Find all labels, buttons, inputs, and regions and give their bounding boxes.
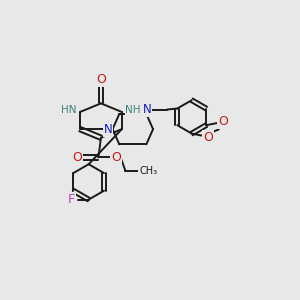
Text: CH₃: CH₃ bbox=[139, 166, 157, 176]
Text: NH: NH bbox=[125, 105, 141, 115]
Text: HN: HN bbox=[61, 105, 76, 115]
Text: O: O bbox=[203, 131, 213, 144]
Text: N: N bbox=[142, 103, 151, 116]
Text: O: O bbox=[218, 115, 228, 128]
Text: F: F bbox=[68, 193, 75, 206]
Text: N: N bbox=[104, 123, 112, 136]
Text: O: O bbox=[72, 151, 82, 164]
Text: O: O bbox=[111, 151, 121, 164]
Text: O: O bbox=[96, 73, 106, 86]
